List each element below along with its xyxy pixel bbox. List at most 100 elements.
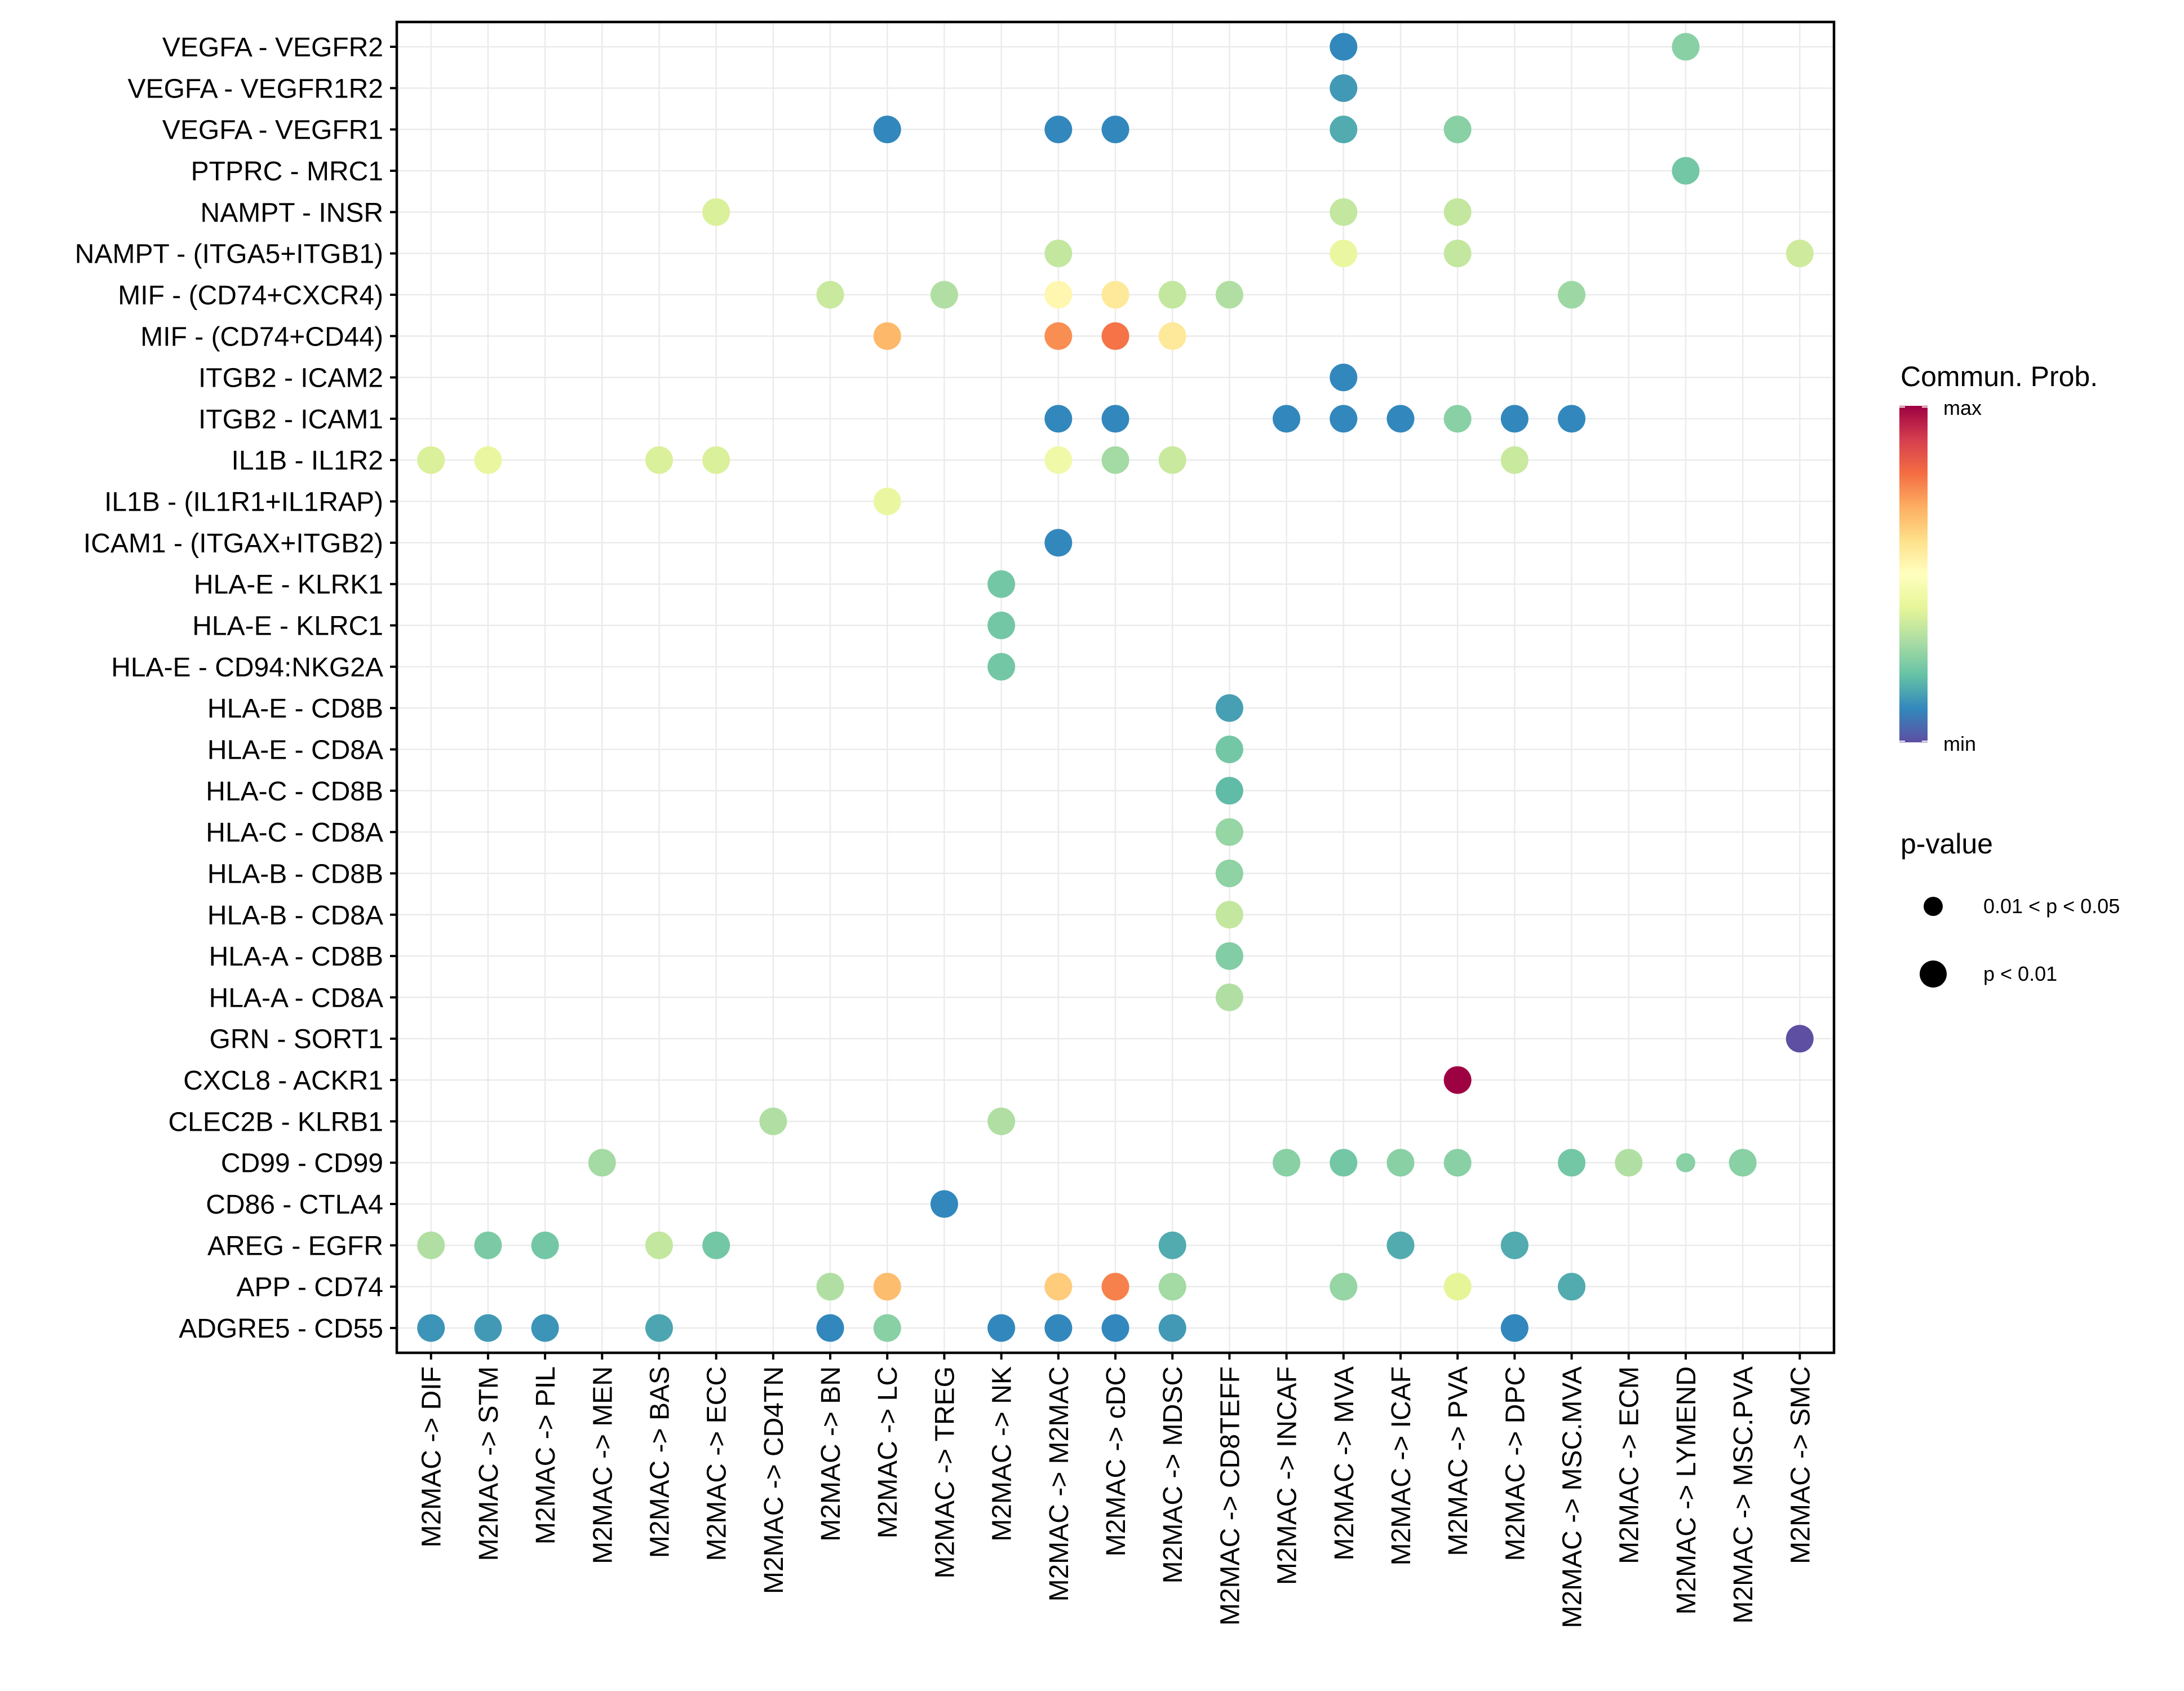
data-point bbox=[1158, 281, 1186, 309]
x-tick-label: M2MAC -> PIL bbox=[531, 1366, 561, 1544]
pvalue-legend-label-large: p < 0.01 bbox=[1983, 962, 2057, 985]
data-point bbox=[1500, 1314, 1529, 1342]
data-point bbox=[816, 1273, 844, 1301]
data-point bbox=[1786, 1025, 1814, 1053]
colorbar-min-label: min bbox=[1943, 732, 1976, 755]
x-tick-label: M2MAC -> cDC bbox=[1101, 1366, 1131, 1556]
pvalue-legend-title: p-value bbox=[1901, 828, 1993, 860]
y-tick-label: CLEC2B - KLRB1 bbox=[169, 1107, 384, 1137]
y-tick-label: HLA-E - CD94:NKG2A bbox=[111, 653, 383, 683]
x-tick-label: M2MAC -> MVA bbox=[1330, 1366, 1359, 1560]
x-tick-label: M2MAC -> LYMEND bbox=[1672, 1366, 1702, 1615]
y-tick-label: NAMPT - INSR bbox=[201, 198, 383, 228]
y-tick-label: HLA-B - CD8A bbox=[207, 901, 383, 931]
points bbox=[417, 33, 1814, 1342]
y-tick-label: HLA-E - CD8B bbox=[207, 694, 383, 724]
y-tick-label: VEGFA - VEGFR2 bbox=[162, 33, 383, 63]
data-point bbox=[1558, 405, 1586, 433]
x-axis: M2MAC -> DIF M2MAC -> STM M2MAC -> PIL M2MA… bbox=[417, 1353, 1815, 1628]
data-point bbox=[987, 1107, 1016, 1135]
data-point bbox=[1215, 777, 1243, 805]
y-tick-label: VEGFA - VEGFR1R2 bbox=[128, 74, 383, 104]
colorbar-title: Commun. Prob. bbox=[1901, 361, 2098, 392]
data-point bbox=[1044, 446, 1073, 474]
y-tick-label: AREG - EGFR bbox=[207, 1231, 383, 1261]
data-point bbox=[1443, 405, 1472, 433]
data-point bbox=[1044, 281, 1073, 309]
data-point bbox=[1101, 1273, 1129, 1301]
data-point bbox=[987, 570, 1016, 598]
data-point bbox=[987, 653, 1016, 681]
y-tick-label: APP - CD74 bbox=[236, 1273, 383, 1303]
pvalue-legend-key-large bbox=[1920, 960, 1947, 988]
x-tick-label: M2MAC -> MDSC bbox=[1158, 1366, 1188, 1583]
y-tick-label: CXCL8 - ACKR1 bbox=[183, 1066, 383, 1096]
y-axis: VEGFA - VEGFR2 VEGFA - VEGFR1R2 VEGFA - VE… bbox=[75, 33, 397, 1344]
data-point bbox=[1786, 240, 1814, 268]
x-tick-label: M2MAC -> M2MAC bbox=[1044, 1366, 1074, 1601]
data-point bbox=[1044, 1273, 1073, 1301]
data-point bbox=[1044, 240, 1073, 268]
x-tick-label: M2MAC -> BN bbox=[816, 1366, 846, 1542]
x-tick-label: M2MAC -> LC bbox=[873, 1366, 903, 1538]
x-tick-label: M2MAC -> DIF bbox=[417, 1366, 447, 1547]
data-point bbox=[588, 1149, 616, 1177]
y-tick-label: HLA-B - CD8B bbox=[207, 859, 383, 889]
x-tick-label: M2MAC -> TREG bbox=[930, 1366, 960, 1579]
x-tick-label: M2MAC -> SMC bbox=[1786, 1366, 1815, 1564]
y-tick-label: HLA-E - KLRC1 bbox=[192, 612, 383, 641]
data-point bbox=[702, 1231, 730, 1259]
data-point bbox=[474, 1314, 502, 1342]
y-tick-label: HLA-E - CD8A bbox=[207, 735, 383, 765]
data-point bbox=[1330, 74, 1358, 102]
data-point bbox=[1330, 1273, 1358, 1301]
data-point bbox=[1558, 1149, 1586, 1177]
data-point bbox=[873, 1273, 901, 1301]
data-point bbox=[531, 1231, 559, 1259]
data-point bbox=[1215, 983, 1243, 1011]
x-tick-label: M2MAC -> NK bbox=[987, 1366, 1017, 1542]
data-point bbox=[474, 1231, 502, 1259]
y-tick-label: MIF - (CD74+CD44) bbox=[140, 322, 383, 352]
x-tick-label: M2MAC -> CD4TN bbox=[759, 1366, 789, 1594]
data-point bbox=[1330, 198, 1358, 226]
data-point bbox=[873, 116, 901, 144]
data-point bbox=[1215, 859, 1243, 887]
data-point bbox=[1676, 1153, 1695, 1172]
data-point bbox=[1558, 281, 1586, 309]
data-point bbox=[1386, 405, 1415, 433]
y-tick-label: CD99 - CD99 bbox=[221, 1149, 383, 1179]
y-tick-label: VEGFA - VEGFR1 bbox=[162, 116, 383, 145]
data-point bbox=[1101, 116, 1129, 144]
data-point bbox=[1330, 240, 1358, 268]
data-point bbox=[474, 446, 502, 474]
data-point bbox=[1443, 198, 1472, 226]
y-tick-label: CD86 - CTLA4 bbox=[206, 1190, 383, 1220]
colorbar-max-label: max bbox=[1943, 396, 1982, 419]
data-point bbox=[930, 281, 958, 309]
data-point bbox=[1443, 1149, 1472, 1177]
x-tick-label: M2MAC -> PVA bbox=[1443, 1366, 1473, 1556]
data-point bbox=[1500, 1231, 1529, 1259]
y-tick-label: IL1B - (IL1R1+IL1RAP) bbox=[104, 488, 383, 517]
data-point bbox=[1443, 1273, 1472, 1301]
data-point bbox=[1101, 281, 1129, 309]
x-tick-label: M2MAC -> INCAF bbox=[1273, 1366, 1303, 1585]
data-point bbox=[1615, 1149, 1643, 1177]
y-tick-label: IL1B - IL1R2 bbox=[232, 446, 383, 476]
y-tick-label: ITGB2 - ICAM1 bbox=[198, 405, 383, 435]
data-point bbox=[1273, 1149, 1301, 1177]
data-point bbox=[1443, 1066, 1472, 1094]
x-tick-label: M2MAC -> ECM bbox=[1615, 1366, 1645, 1564]
data-point bbox=[873, 322, 901, 350]
x-tick-label: M2MAC -> CD8TEFF bbox=[1215, 1366, 1245, 1626]
data-point bbox=[1101, 322, 1129, 350]
x-tick-label: M2MAC -> ICAF bbox=[1386, 1366, 1416, 1565]
data-point bbox=[1044, 1314, 1073, 1342]
data-point bbox=[1215, 818, 1243, 846]
data-point bbox=[1330, 116, 1358, 144]
data-point bbox=[417, 1231, 445, 1259]
data-point bbox=[1672, 157, 1700, 185]
